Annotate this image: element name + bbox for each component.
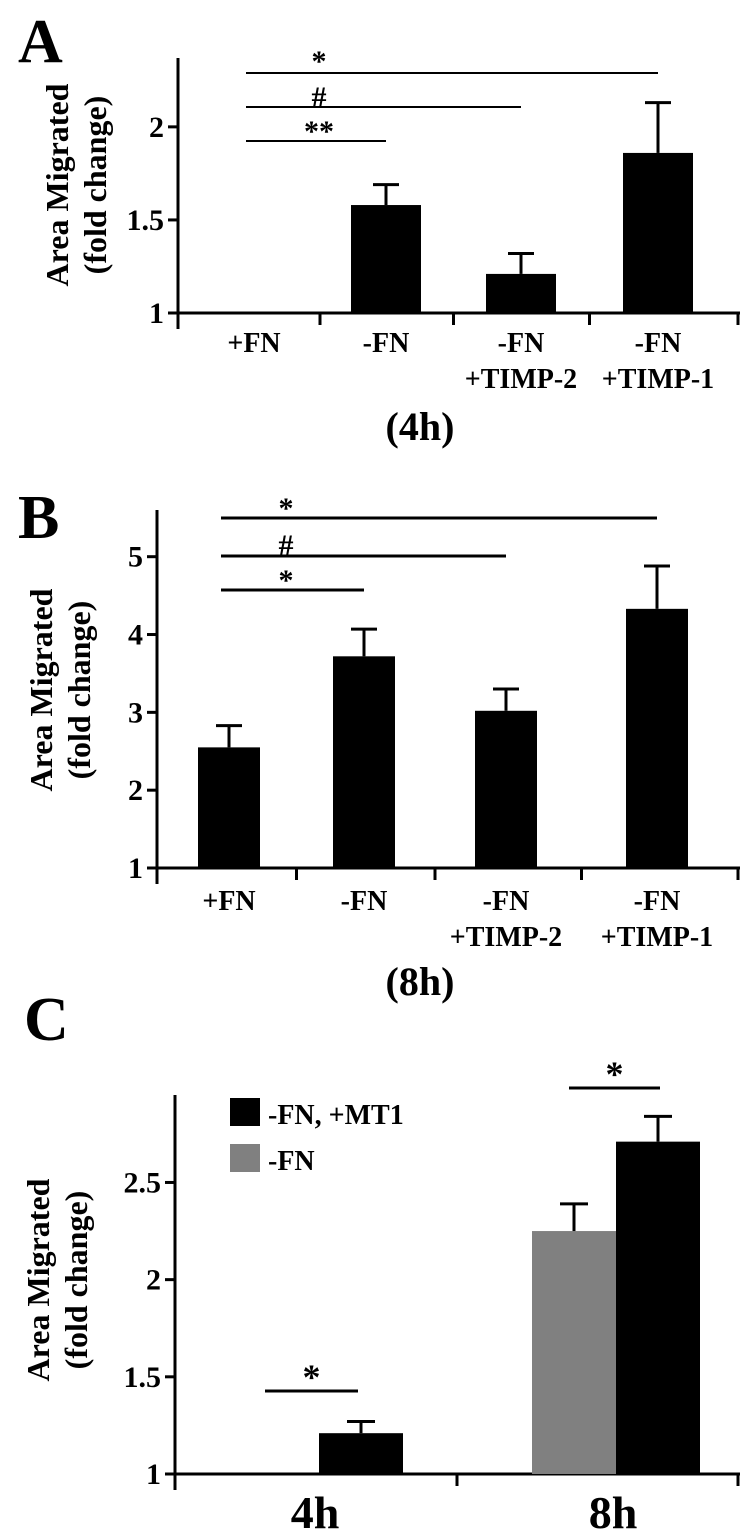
panel-b-y-axis-label: (fold change) [61,601,97,780]
panel-b-category-label: -FN [483,886,530,917]
panel-label-c: C [24,986,69,1054]
panel-c-legend-swatch [230,1098,260,1126]
panel-b-significance-marker: # [279,529,294,562]
panel-a-x-axis-label: (4h) [386,404,455,449]
panel-b-y-tick-label: 2 [128,774,143,807]
panel-b-y-tick-label: 5 [128,541,143,574]
panel-b-bar [333,656,395,868]
panel-c-y-tick-label: 2.5 [124,1166,162,1199]
panel-b-category-label: +TIMP-1 [601,922,713,953]
panel-a-y-tick-label: 2 [149,111,164,144]
panel-b-bar [475,710,537,868]
panel-a-category-label: -FN [498,328,545,359]
panel-a-y-axis-label: Area Migrated [39,83,75,286]
panel-c-y-tick-label: 2 [146,1264,161,1297]
panel-c-significance-marker: * [303,1357,321,1397]
panel-a-y-tick-label: 1 [149,297,164,330]
panel-a-bar [623,152,693,313]
panel-c-y-axis-label: (fold change) [58,1191,94,1370]
panel-a-significance-marker: ** [304,115,334,148]
panel-label-a: A [18,8,63,76]
panel-c-legend-label: -FN, +MT1 [268,1100,404,1131]
panel-a-significance-marker: * [312,45,327,78]
panel-a-bar [486,273,556,313]
panel-a-category-label: +TIMP-2 [465,364,577,395]
panel-c-chart: 1 1.5 2 2.5 4h 8h * * -FN, +MT1 -FN Area Migrated(… [20,1054,740,1538]
panel-c-bar [616,1141,700,1474]
panel-b-category-label: +TIMP-2 [450,922,562,953]
panel-a-bar [351,205,421,313]
panel-a-category-label: +FN [227,328,280,359]
panel-a-chart: 1 1.5 2 +FN -FN -FN +TIMP-2 -FN +TIMP-1 Area Migr… [39,45,740,449]
panel-a-y-tick-label: 1.5 [127,204,165,237]
panel-a-category-label: -FN [363,328,410,359]
panel-label-b: B [18,484,59,552]
panel-b-x-axis-label: (8h) [386,959,455,1004]
panel-c-significance-marker: * [606,1054,624,1094]
panel-b-y-tick-label: 3 [128,696,143,729]
panel-c-y-tick-label: 1.5 [124,1361,162,1394]
panel-c-legend-label: -FN [268,1146,315,1177]
panel-c-y-axis-label: Area Migrated [20,1178,56,1381]
panel-c-category-label: 4h [291,1487,340,1538]
panel-a-category-label: -FN [635,328,682,359]
panel-c-bar [532,1231,616,1474]
panel-c-bar [319,1433,403,1474]
panel-b-y-axis-label: Area Migrated [23,588,59,791]
panel-c-y-tick-label: 1 [146,1458,161,1491]
panel-b-y-tick-label: 1 [128,852,143,885]
panel-a-significance-marker: # [312,81,327,114]
panel-b-significance-marker: * [279,492,294,525]
panel-b-category-label: +FN [202,886,255,917]
panel-b-bar [626,608,688,868]
panel-c-legend-swatch [230,1144,260,1172]
panel-c-category-label: 8h [589,1487,638,1538]
panel-a-y-axis-label: (fold change) [77,96,113,275]
panel-b-category-label: -FN [341,886,388,917]
panel-b-chart: 1 2 3 4 5 +FN -FN -FN +TIMP-2 -FN +TIMP-1 Area Migr… [23,492,740,1004]
panel-b-category-label: -FN [634,886,681,917]
panel-b-y-tick-label: 4 [128,619,143,652]
panel-b-significance-marker: * [279,564,294,597]
panel-a-category-label: +TIMP-1 [602,364,714,395]
panel-b-bar [198,747,260,868]
